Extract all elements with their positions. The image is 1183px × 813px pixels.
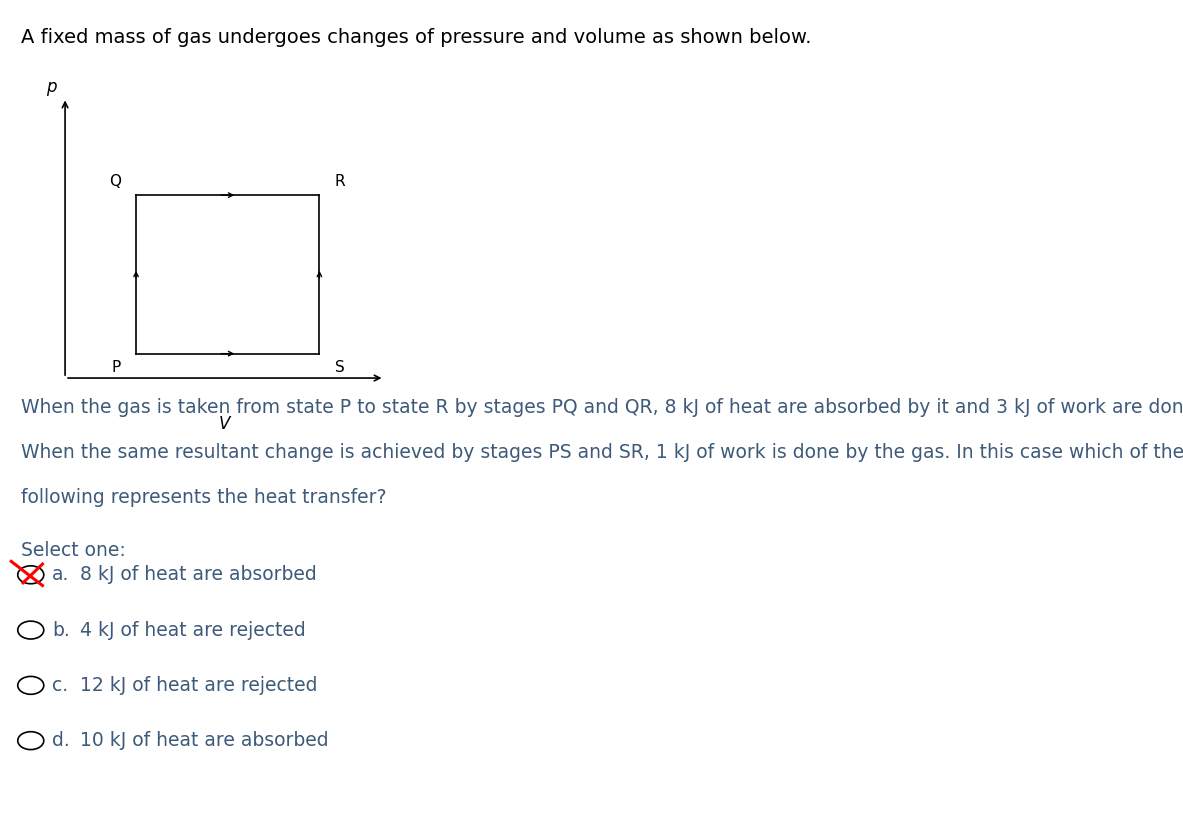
Text: 4 kJ of heat are rejected: 4 kJ of heat are rejected (80, 620, 306, 640)
Text: When the same resultant change is achieved by stages PS and SR, 1 kJ of work is : When the same resultant change is achiev… (21, 443, 1183, 462)
Text: a.: a. (52, 565, 70, 585)
Text: S: S (335, 360, 344, 375)
Text: R: R (335, 174, 345, 189)
Text: A fixed mass of gas undergoes changes of pressure and volume as shown below.: A fixed mass of gas undergoes changes of… (21, 28, 812, 47)
Text: p: p (46, 78, 56, 96)
Text: Select one:: Select one: (21, 541, 127, 559)
Text: P: P (111, 360, 121, 375)
Text: following represents the heat transfer?: following represents the heat transfer? (21, 488, 387, 506)
Text: c.: c. (52, 676, 69, 695)
Text: V: V (219, 415, 231, 433)
Text: When the gas is taken from state P to state R by stages PQ and QR, 8 kJ of heat : When the gas is taken from state P to st… (21, 398, 1183, 417)
Text: 8 kJ of heat are absorbed: 8 kJ of heat are absorbed (80, 565, 317, 585)
Text: Q: Q (109, 174, 121, 189)
Text: 12 kJ of heat are rejected: 12 kJ of heat are rejected (80, 676, 318, 695)
Text: 10 kJ of heat are absorbed: 10 kJ of heat are absorbed (80, 731, 329, 750)
Text: d.: d. (52, 731, 70, 750)
Text: b.: b. (52, 620, 70, 640)
